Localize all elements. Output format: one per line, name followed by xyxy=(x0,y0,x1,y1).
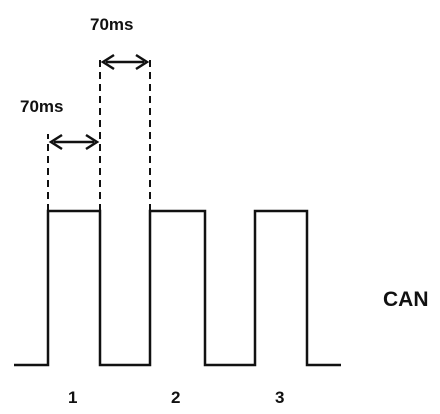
timing-label-1: 70ms xyxy=(20,97,63,116)
dimension-arrow-2 xyxy=(100,53,150,71)
pulse-number-2: 2 xyxy=(171,388,180,407)
signal-name-label: CAN xyxy=(383,288,429,311)
dimension-arrow-1 xyxy=(48,133,100,151)
pulse-number-3: 3 xyxy=(275,388,284,407)
timing-label-2: 70ms xyxy=(90,15,133,34)
pulse-number-1: 1 xyxy=(68,388,77,407)
can-waveform xyxy=(14,209,341,367)
